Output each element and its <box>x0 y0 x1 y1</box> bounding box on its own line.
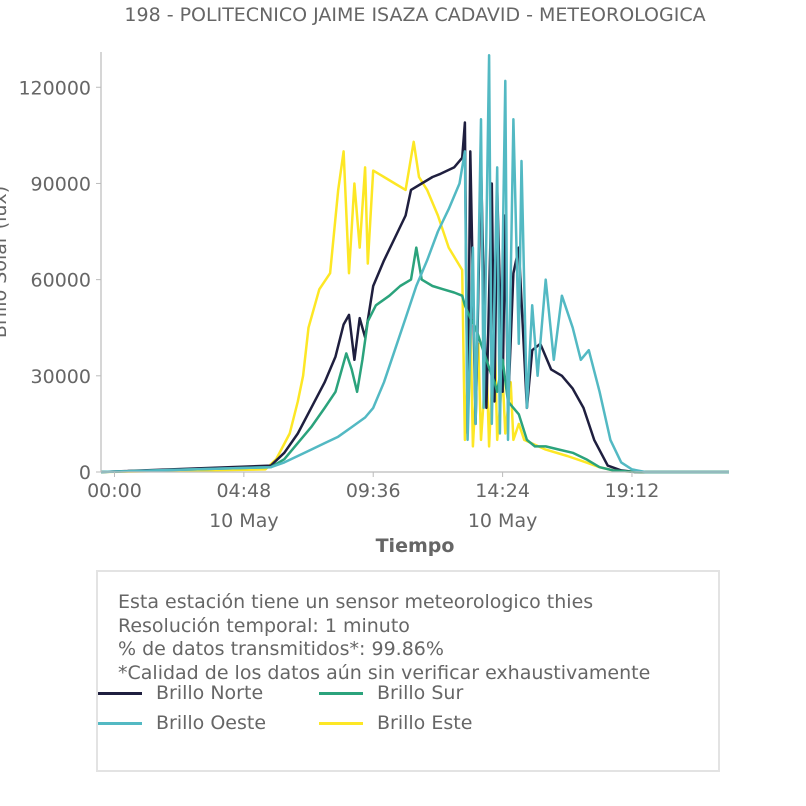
legend-swatch-brillo-oeste <box>98 721 142 725</box>
info-line-quality: *Calidad de los datos aún sin verificar … <box>118 662 651 684</box>
x-ticks: 00:00 04:48 10 May 09:36 14:24 10 May 19:12 <box>87 472 659 532</box>
legend-item-brillo-norte: Brillo Norte <box>98 682 263 704</box>
legend-swatch-brillo-sur <box>319 691 363 695</box>
series-line-brillo-norte <box>100 121 729 474</box>
info-line-resolution: Resolución temporal: 1 minuto <box>118 615 410 637</box>
info-line-sensor: Esta estación tiene un sensor meteorolog… <box>118 591 594 613</box>
legend-item-brillo-oeste: Brillo Oeste <box>98 712 266 734</box>
y-axis-label: Brillo Solar (lux) <box>0 186 11 338</box>
legend-swatch-brillo-norte <box>98 691 142 695</box>
legend-label-brillo-este: Brillo Este <box>377 712 473 734</box>
chart-title: 198 - POLITECNICO JAIME ISAZA CADAVID - … <box>124 4 705 26</box>
y-tick-label: 0 <box>79 462 91 484</box>
x-tick-date-label: 10 May <box>468 510 538 532</box>
legend-label-brillo-oeste: Brillo Oeste <box>156 712 267 734</box>
x-tick-date-label: 10 May <box>209 510 279 532</box>
solar-brightness-chart: 198 - POLITECNICO JAIME ISAZA CADAVID - … <box>0 4 729 557</box>
y-tick-label: 120000 <box>18 77 91 99</box>
x-tick-label: 00:00 <box>87 480 142 502</box>
x-tick-label: 14:24 <box>475 480 530 502</box>
legend-swatch-brillo-este <box>319 721 363 725</box>
legend-label-brillo-sur: Brillo Sur <box>377 682 464 704</box>
y-tick-label: 60000 <box>31 270 91 292</box>
info-panel: Esta estación tiene un sensor meteorolog… <box>96 570 720 772</box>
x-axis-label: Tiempo <box>376 535 455 557</box>
legend-label-brillo-norte: Brillo Norte <box>156 682 264 704</box>
y-tick-label: 30000 <box>31 366 91 388</box>
x-tick-label: 09:36 <box>346 480 401 502</box>
series-line-brillo-este <box>100 140 729 474</box>
info-line-transmitted: % de datos transmitidos*: 99.86% <box>118 638 444 660</box>
series-layer <box>100 53 729 474</box>
y-ticks: 0 30000 60000 90000 120000 <box>18 77 101 484</box>
x-tick-label: 04:48 <box>216 480 271 502</box>
legend-item-brillo-sur: Brillo Sur <box>319 682 463 704</box>
series-line-brillo-oeste <box>100 53 729 474</box>
y-tick-label: 90000 <box>31 173 91 195</box>
x-tick-label: 19:12 <box>605 480 660 502</box>
legend-item-brillo-este: Brillo Este <box>319 712 472 734</box>
series-line-brillo-sur <box>100 246 729 474</box>
